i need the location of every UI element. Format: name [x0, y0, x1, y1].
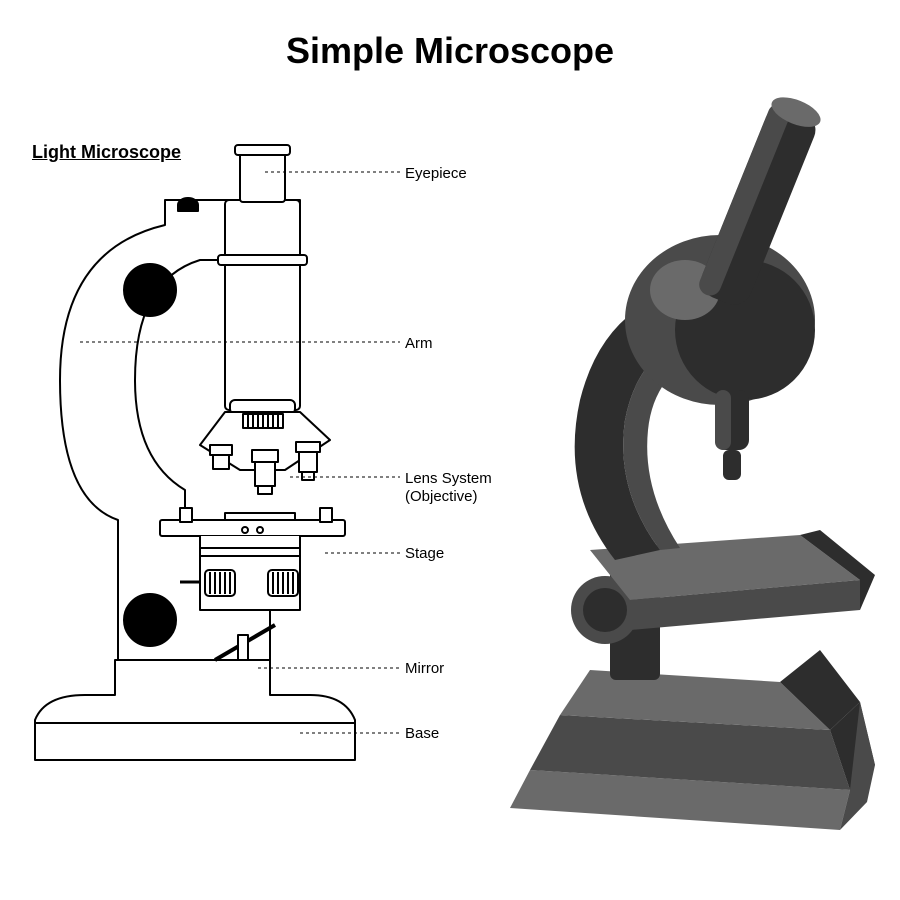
page: { "title": "Simple Microscope", "subtitl… — [0, 0, 900, 900]
render-3d — [0, 0, 900, 900]
